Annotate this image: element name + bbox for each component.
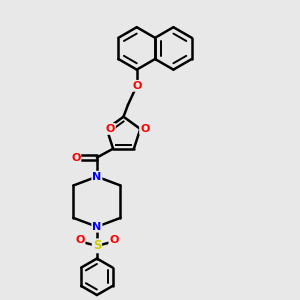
Text: N: N	[92, 172, 101, 182]
Text: O: O	[71, 152, 80, 163]
Text: N: N	[92, 222, 101, 232]
Text: O: O	[132, 81, 141, 91]
Text: S: S	[93, 239, 101, 252]
Text: O: O	[140, 124, 149, 134]
Text: O: O	[109, 235, 119, 245]
Text: O: O	[106, 124, 115, 134]
Text: O: O	[75, 235, 85, 245]
